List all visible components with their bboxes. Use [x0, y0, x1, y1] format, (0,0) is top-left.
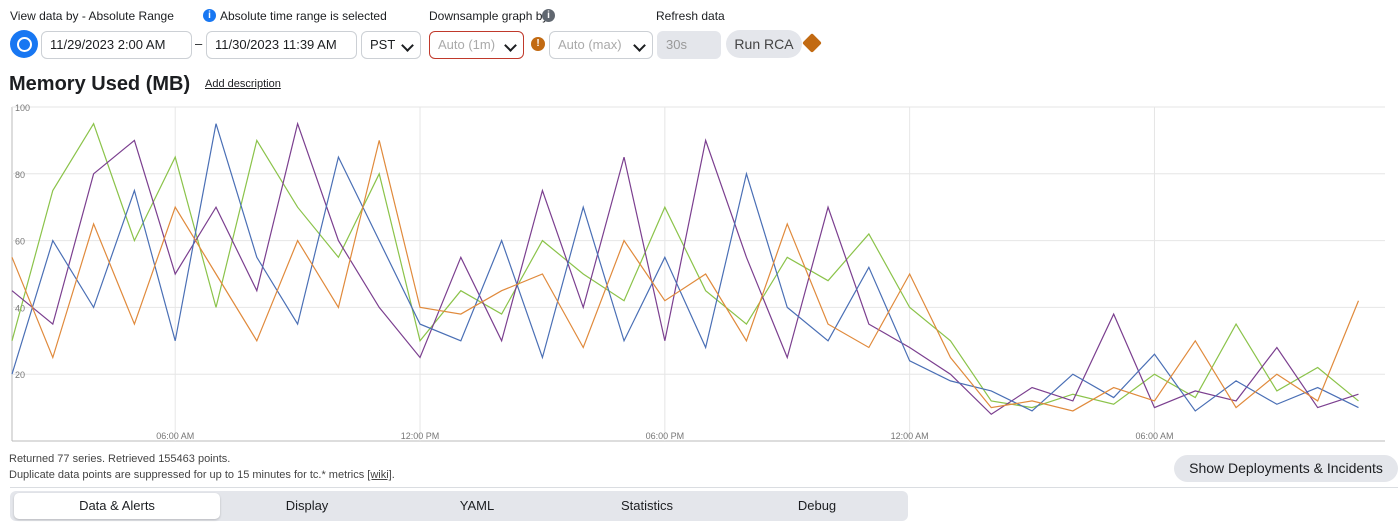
dash: – [195, 36, 203, 51]
add-description[interactable]: Add description [205, 78, 281, 90]
refresh-input[interactable]: 30s [657, 31, 721, 59]
y-tick-label: 20 [15, 370, 25, 380]
tab[interactable]: YAML [459, 498, 495, 513]
returned-text: Returned 77 series. Retrieved 155463 poi… [9, 453, 231, 465]
x-tick-label: 06:00 PM [646, 431, 685, 441]
tab[interactable]: Statistics [620, 498, 673, 513]
downsample-label: Downsample graph by [429, 9, 549, 23]
x-tick-label: 06:00 AM [156, 431, 194, 441]
refresh-label: Refresh data [656, 9, 725, 23]
wiki-link[interactable]: [wiki] [367, 469, 392, 481]
timezone-select[interactable]: PST [361, 31, 421, 59]
clock-button[interactable] [10, 30, 38, 58]
period: . [391, 469, 395, 481]
downsample-value: Auto (1m) [438, 37, 496, 52]
divider [10, 487, 1398, 488]
run-rca-button[interactable]: Run RCA [726, 30, 802, 58]
tab[interactable]: Data & Alerts [14, 493, 220, 519]
y-tick-label: 40 [15, 303, 25, 313]
timezone-value: PST [370, 37, 396, 52]
x-tick-label: 12:00 PM [401, 431, 440, 441]
x-tick-label: 06:00 AM [1135, 431, 1173, 441]
aggregation-value: Auto (max) [558, 37, 622, 52]
x-tick-label: 12:00 AM [891, 431, 929, 441]
chart-title: Memory Used (MB) [9, 73, 191, 95]
tab[interactable]: Display [285, 498, 329, 513]
duplicate-note: Duplicate data points are suppressed for… [9, 469, 395, 481]
end-input[interactable]: 11/30/2023 11:39 AM [206, 31, 357, 59]
series-line [11, 121, 1359, 416]
view-label: View data by - Absolute Range [10, 9, 174, 23]
y-tick-label: 60 [15, 237, 25, 247]
aggregation-select[interactable]: Auto (max) [549, 31, 653, 59]
start-input[interactable]: 11/29/2023 2:00 AM [41, 31, 192, 59]
series-line [11, 140, 1360, 412]
duplicate-text: Duplicate data points are suppressed for… [9, 469, 365, 481]
chart: 20 40 60 80 100 06:00 AM 12:00 PM 06:00 PM 12:00… [11, 103, 1385, 442]
deployments-button[interactable]: Show Deployments & Incidents [1174, 455, 1398, 482]
series-line [11, 123, 1359, 412]
warning-icon: ! [531, 37, 545, 51]
help-icon: i [542, 9, 555, 22]
y-tick-label: 100 [15, 103, 30, 113]
downsample-select[interactable]: Auto (1m) [429, 31, 524, 59]
y-tick-label: 80 [15, 170, 25, 180]
info-label: Absolute time range is selected [220, 9, 387, 23]
series-line [11, 122, 1359, 409]
tab[interactable]: Debug [797, 498, 837, 513]
info-icon: i [203, 9, 216, 22]
